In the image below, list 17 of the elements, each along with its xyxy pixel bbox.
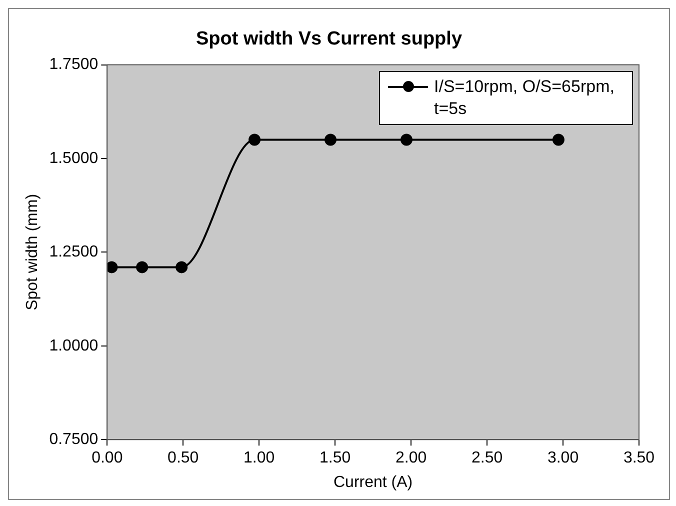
chart-title: Spot width Vs Current supply bbox=[196, 28, 462, 50]
y-axis-title: Spot width (mm) bbox=[24, 194, 42, 310]
y-tick-label: 1.0000 bbox=[49, 337, 98, 354]
y-tick-label: 1.7500 bbox=[49, 56, 98, 74]
x-tick-label: 2.00 bbox=[395, 450, 427, 467]
x-tick-label: 1.00 bbox=[244, 450, 275, 467]
y-tick-label: 1.5000 bbox=[49, 150, 98, 167]
x-tick-label: 2.50 bbox=[471, 450, 503, 467]
legend-label: I/S=10rpm, O/S=65rpm, t=5s bbox=[434, 76, 616, 120]
x-tick-label: 1.50 bbox=[320, 450, 351, 467]
x-tick-label: 3.50 bbox=[623, 450, 655, 467]
x-tick-label: 0.50 bbox=[168, 450, 199, 467]
x-tick-label: 0.00 bbox=[92, 450, 123, 467]
y-tick-label: 1.2500 bbox=[49, 244, 98, 261]
y-tick-label: 0.7500 bbox=[49, 431, 98, 448]
x-axis-title: Current (A) bbox=[334, 474, 413, 491]
x-tick-label: 3.00 bbox=[547, 450, 579, 467]
